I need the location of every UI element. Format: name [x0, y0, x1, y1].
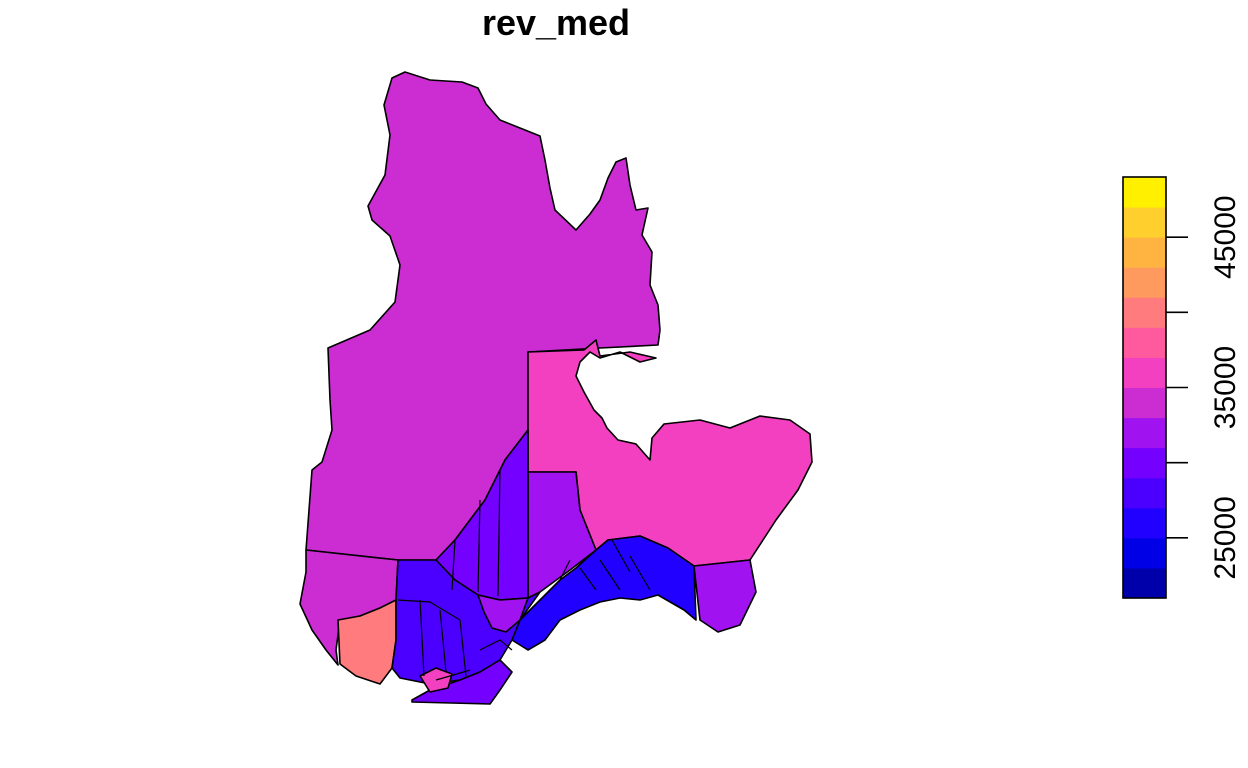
legend-swatch: [1123, 297, 1166, 328]
legend-swatch: [1123, 267, 1166, 298]
region-bas-saint-laurent[interactable]: [511, 535, 697, 651]
map-regions: [299, 71, 813, 705]
legend-swatch: [1123, 507, 1166, 539]
region-gaspesie[interactable]: [693, 559, 757, 633]
legend-swatch: [1123, 447, 1166, 479]
legend-swatch: [1123, 477, 1166, 509]
legend-swatch: [1123, 327, 1166, 358]
legend-swatch: [1123, 537, 1166, 569]
legend-swatch: [1123, 567, 1166, 599]
legend-ticks: 25000 35000 45000: [1166, 195, 1242, 580]
legend-swatch: [1123, 207, 1166, 238]
legend-swatch: [1123, 177, 1166, 208]
region-capitale-nationale[interactable]: [477, 594, 529, 633]
legend-swatch: [1123, 387, 1166, 419]
legend-tick-label: 35000: [1209, 346, 1242, 429]
map-title: rev_med: [481, 2, 631, 43]
map-interior-boundaries: [397, 469, 651, 681]
region-laurentides[interactable]: [391, 559, 541, 685]
legend-tick-label: 45000: [1209, 195, 1242, 278]
legend-tick-label: 25000: [1209, 496, 1242, 579]
legend: 25000 35000 45000: [1122, 176, 1242, 599]
legend-swatch: [1123, 417, 1166, 449]
region-nord-du-quebec[interactable]: [305, 71, 661, 561]
legend-swatch: [1123, 357, 1166, 388]
legend-swatch: [1123, 237, 1166, 268]
legend-color-bar: [1123, 177, 1166, 599]
